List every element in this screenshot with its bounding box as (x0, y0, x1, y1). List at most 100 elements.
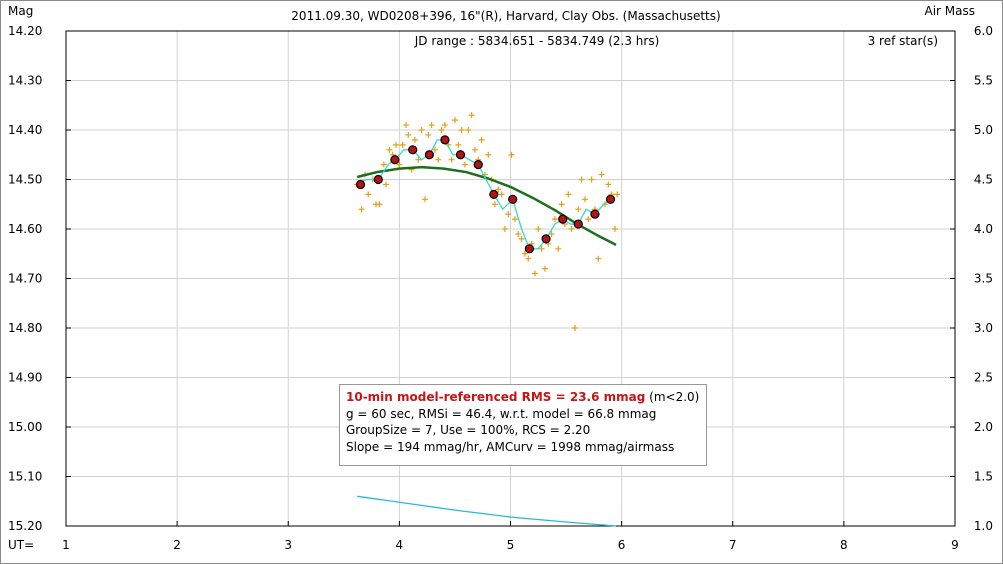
model-curve (356, 165, 617, 246)
raw-point (451, 117, 458, 124)
binned-point (355, 179, 366, 190)
raw-point (421, 196, 428, 203)
binned-point (473, 160, 483, 170)
raw-point (568, 226, 575, 232)
y-tick-label: 15.10 (8, 470, 42, 484)
spline-curve (356, 139, 611, 250)
raw-point (425, 131, 432, 138)
stats-line-4: Slope = 194 mmag/hr, AMCurv = 1998 mmag/… (346, 439, 675, 454)
x-tick-label: 4 (396, 538, 404, 552)
raw-point (575, 206, 582, 213)
raw-point (505, 211, 512, 218)
raw-point (495, 186, 502, 193)
raw-point (441, 122, 448, 129)
raw-point (461, 161, 468, 168)
x-tick-label: 9 (951, 538, 959, 552)
y-tick-label: 14.80 (8, 321, 42, 335)
raw-point (511, 216, 518, 223)
raw-point (498, 191, 505, 198)
x-tick-label: 6 (618, 538, 626, 552)
raw-point (393, 141, 400, 148)
raw-point (605, 181, 612, 188)
ref-stars-label: 3 ref star(s) (868, 34, 938, 48)
raw-point (518, 235, 525, 242)
raw-point (455, 141, 462, 148)
raw-point (465, 127, 472, 133)
raw-point (428, 122, 435, 129)
binned-point (558, 214, 568, 224)
y2-tick-label: 5.0 (974, 123, 993, 137)
raw-point (601, 201, 608, 208)
raw-point (471, 146, 478, 153)
y-tick-label: 14.70 (8, 272, 42, 286)
binned-point (373, 174, 383, 185)
raw-point (571, 325, 578, 331)
binned-point (524, 244, 534, 254)
binned-point (440, 135, 450, 145)
x-tick-label: 2 (173, 538, 181, 552)
raw-point (515, 230, 522, 237)
y-tick-label: 14.40 (8, 123, 42, 137)
raw-point (585, 216, 592, 223)
raw-point (508, 151, 515, 158)
raw-point (614, 191, 621, 198)
rms-headline-suffix: (m<2.0) (645, 390, 700, 404)
y-tick-label: 15.20 (8, 519, 42, 533)
raw-point (380, 161, 387, 168)
binned-point (590, 209, 600, 219)
raw-point (403, 122, 410, 129)
stats-headline-line: 10-min model-referenced RMS = 23.6 mmag … (346, 389, 700, 406)
raw-point (598, 171, 605, 178)
y-tick-label: 14.90 (8, 371, 42, 385)
stats-line-2: g = 60 sec, RMSi = 46.4, w.r.t. model = … (346, 406, 657, 421)
rms-headline: 10-min model-referenced RMS = 23.6 mmag (346, 390, 646, 404)
binned-point (455, 150, 466, 160)
raw-point (535, 226, 542, 232)
stats-line-3: GroupSize = 7, Use = 100%, RCS = 2.20 (346, 423, 591, 437)
x-tick-label: 7 (729, 538, 737, 552)
raw-point (383, 181, 390, 188)
raw-point (541, 265, 548, 272)
x-tick-label: 1 (62, 538, 70, 552)
raw-point (525, 255, 532, 262)
raw-point (411, 136, 418, 143)
raw-point (448, 156, 455, 163)
binned-point (573, 219, 583, 229)
binned-point (408, 145, 418, 155)
raw-point (396, 161, 403, 168)
binned-point (424, 150, 434, 160)
raw-point (418, 127, 425, 133)
y-tick-label: 14.60 (8, 222, 42, 236)
y-tick-label: 15.00 (8, 420, 42, 434)
y-axis-label: Mag (8, 4, 33, 18)
y2-tick-label: 5.5 (974, 74, 993, 88)
y-tick-label: 14.30 (8, 74, 42, 88)
raw-point (555, 245, 562, 252)
raw-point (531, 270, 538, 277)
y2-tick-label: 2.5 (974, 371, 993, 385)
binned-point (508, 194, 518, 204)
y-tick-label: 14.20 (8, 24, 42, 38)
y2-tick-label: 4.0 (974, 222, 993, 236)
raw-point (468, 112, 475, 119)
raw-point (491, 201, 498, 208)
x-tick-label: 5 (507, 538, 515, 552)
raw-point (365, 191, 372, 198)
raw-point (458, 127, 465, 133)
raw-point (435, 156, 442, 163)
raw-point (376, 201, 383, 208)
jd-range-label: JD range : 5834.651 - 5834.749 (2.3 hrs) (414, 34, 660, 48)
raw-point (358, 206, 365, 213)
y2-tick-label: 3.0 (974, 321, 993, 335)
raw-point (501, 226, 508, 232)
y2-tick-label: 3.5 (974, 272, 993, 286)
binned-point (390, 155, 400, 165)
y2-axis-label: Air Mass (924, 4, 975, 18)
raw-point (558, 201, 565, 208)
raw-point (588, 176, 595, 183)
raw-point (431, 146, 438, 153)
chart-title: 2011.09.30, WD0208+396, 16"(R), Harvard,… (291, 9, 720, 23)
raw-point (399, 141, 406, 148)
binned-point (541, 234, 551, 244)
